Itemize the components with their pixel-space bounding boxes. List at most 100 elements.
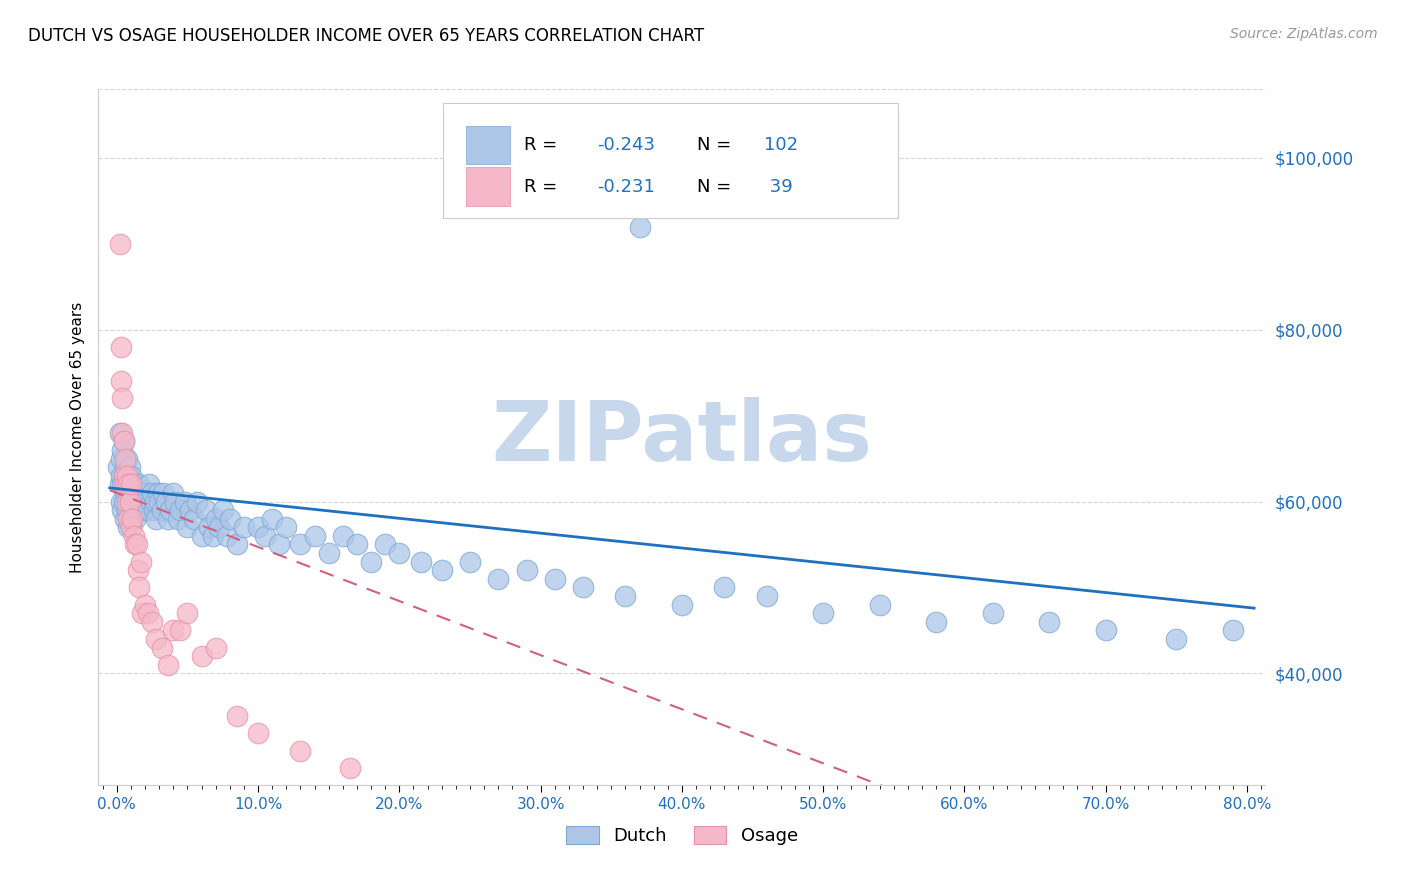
- Osage: [110, 374, 132, 388]
- Osage: [176, 606, 198, 620]
- Dutch: [114, 486, 136, 500]
- Dutch: [112, 434, 135, 449]
- Osage: [204, 640, 226, 655]
- Dutch: [225, 537, 247, 551]
- Dutch: [409, 555, 432, 569]
- Dutch: [981, 606, 1004, 620]
- Dutch: [111, 442, 134, 457]
- Text: R =: R =: [524, 178, 564, 195]
- Dutch: [486, 572, 509, 586]
- Osage: [117, 511, 139, 525]
- Osage: [134, 598, 156, 612]
- Dutch: [183, 511, 205, 525]
- Dutch: [201, 529, 224, 543]
- Dutch: [1094, 624, 1116, 638]
- Dutch: [122, 494, 145, 508]
- Dutch: [152, 486, 174, 500]
- Dutch: [713, 581, 735, 595]
- Dutch: [115, 503, 138, 517]
- Dutch: [143, 494, 166, 508]
- Osage: [115, 468, 138, 483]
- Osage: [129, 555, 152, 569]
- Osage: [115, 494, 138, 508]
- Dutch: [671, 598, 693, 612]
- Dutch: [166, 511, 188, 525]
- Dutch: [127, 503, 149, 517]
- Dutch: [430, 563, 453, 577]
- Dutch: [194, 503, 217, 517]
- Dutch: [134, 486, 156, 500]
- Dutch: [254, 529, 277, 543]
- Dutch: [115, 451, 138, 466]
- Osage: [247, 726, 270, 740]
- Dutch: [374, 537, 396, 551]
- Osage: [111, 392, 134, 406]
- Dutch: [755, 589, 778, 603]
- Dutch: [572, 581, 595, 595]
- Dutch: [121, 477, 143, 491]
- Dutch: [162, 486, 184, 500]
- Text: -0.231: -0.231: [596, 178, 655, 195]
- Osage: [124, 537, 146, 551]
- Osage: [128, 581, 150, 595]
- Dutch: [131, 486, 153, 500]
- Dutch: [108, 477, 131, 491]
- Osage: [156, 657, 179, 672]
- Osage: [121, 511, 143, 525]
- Dutch: [122, 486, 145, 500]
- Dutch: [156, 511, 179, 525]
- Dutch: [186, 494, 208, 508]
- Osage: [120, 477, 142, 491]
- Dutch: [146, 486, 169, 500]
- Dutch: [332, 529, 354, 543]
- Dutch: [132, 503, 155, 517]
- Dutch: [128, 477, 150, 491]
- Osage: [127, 563, 149, 577]
- Osage: [122, 529, 145, 543]
- Osage: [136, 606, 159, 620]
- Dutch: [232, 520, 254, 534]
- Osage: [110, 340, 132, 354]
- Dutch: [515, 563, 537, 577]
- Dutch: [544, 572, 567, 586]
- Dutch: [925, 615, 948, 629]
- Osage: [112, 468, 135, 483]
- Dutch: [145, 511, 167, 525]
- Osage: [162, 624, 184, 638]
- Dutch: [614, 589, 637, 603]
- Dutch: [110, 451, 132, 466]
- Osage: [150, 640, 173, 655]
- Dutch: [138, 477, 160, 491]
- Osage: [111, 425, 134, 440]
- Text: R =: R =: [524, 136, 564, 153]
- Text: -0.243: -0.243: [596, 136, 655, 153]
- Osage: [190, 649, 212, 664]
- Dutch: [1166, 632, 1188, 646]
- Dutch: [318, 546, 340, 560]
- Y-axis label: Householder Income Over 65 years: Householder Income Over 65 years: [69, 301, 84, 573]
- Osage: [141, 615, 163, 629]
- Dutch: [1038, 615, 1060, 629]
- Dutch: [190, 529, 212, 543]
- Text: 39: 39: [763, 178, 793, 195]
- Text: 102: 102: [763, 136, 797, 153]
- Dutch: [118, 494, 141, 508]
- Dutch: [117, 520, 139, 534]
- Dutch: [458, 555, 481, 569]
- Dutch: [173, 494, 195, 508]
- Dutch: [124, 511, 146, 525]
- Osage: [169, 624, 191, 638]
- Dutch: [115, 477, 138, 491]
- Dutch: [120, 486, 142, 500]
- Dutch: [247, 520, 270, 534]
- Text: ZIPatlas: ZIPatlas: [492, 397, 872, 477]
- Dutch: [110, 468, 132, 483]
- Text: DUTCH VS OSAGE HOUSEHOLDER INCOME OVER 65 YEARS CORRELATION CHART: DUTCH VS OSAGE HOUSEHOLDER INCOME OVER 6…: [28, 27, 704, 45]
- Dutch: [179, 503, 201, 517]
- Osage: [112, 434, 135, 449]
- Dutch: [118, 511, 141, 525]
- Osage: [114, 451, 136, 466]
- Osage: [120, 520, 142, 534]
- Dutch: [118, 460, 141, 475]
- Dutch: [142, 503, 165, 517]
